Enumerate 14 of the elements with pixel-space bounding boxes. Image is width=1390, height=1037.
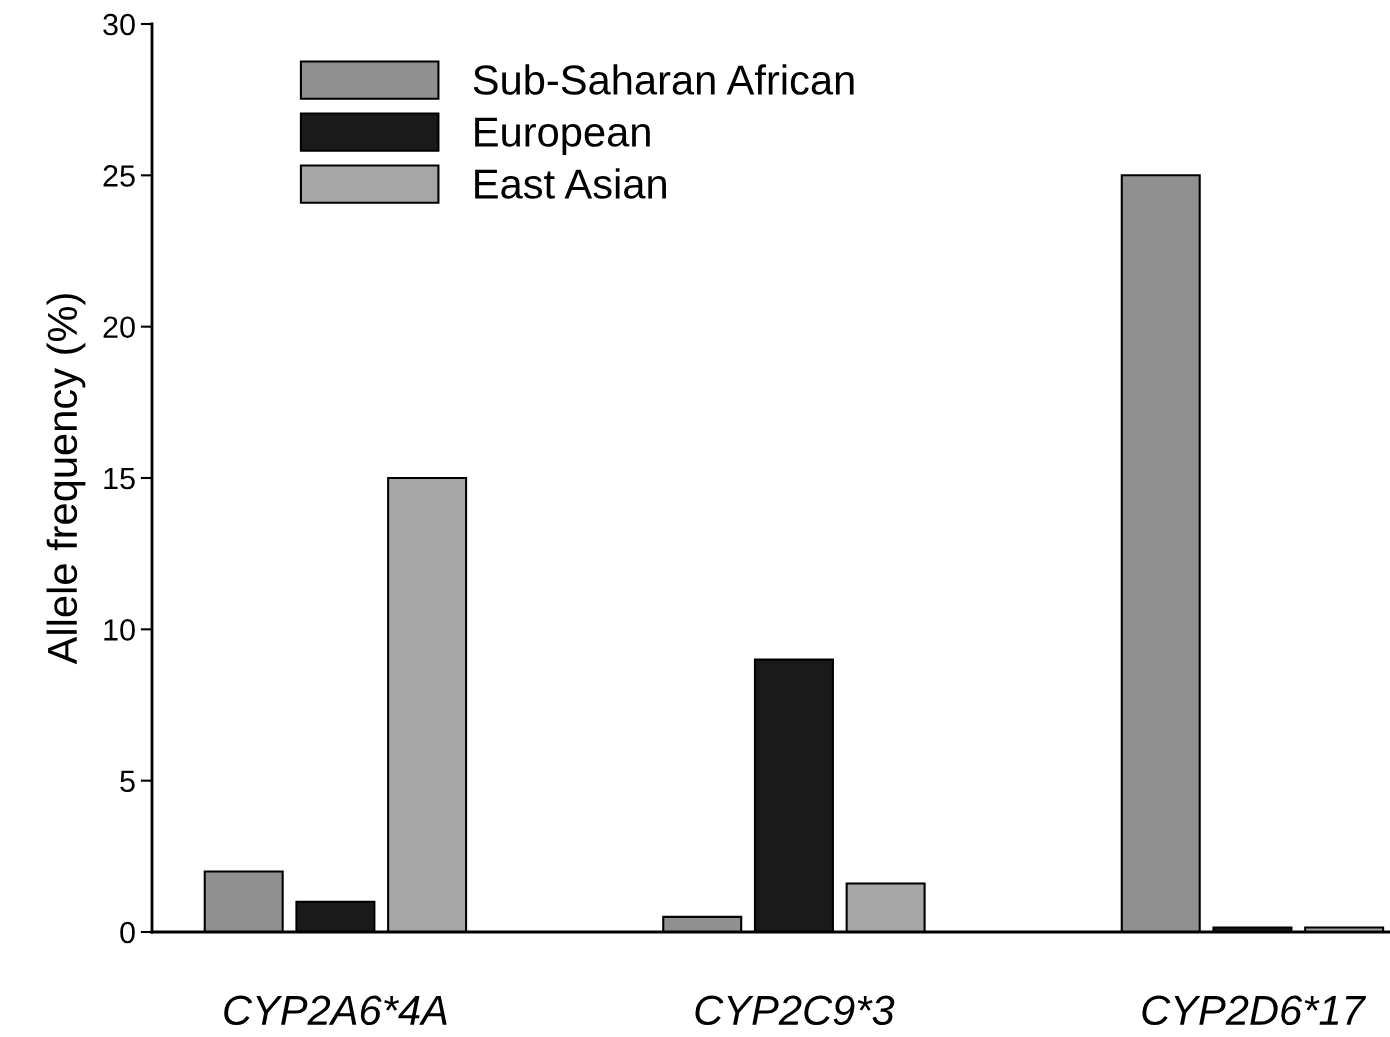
y-tick-label: 30	[103, 13, 135, 36]
y-tick-label: 10	[104, 619, 135, 641]
x-tick-label: CYP2C9*3	[695, 995, 895, 1026]
y-tick-label: 15	[104, 468, 135, 490]
y-tick-label: 25	[103, 165, 135, 187]
y-tick-label: 0	[120, 921, 135, 944]
y-axis-title: Allele frequency (%)	[46, 294, 86, 665]
legend-label: Sub-Saharan African	[473, 64, 854, 95]
x-tick-label: CYP2A6*4A	[224, 995, 447, 1026]
x-tick-label: CYP2D6*17	[1142, 995, 1367, 1026]
y-tick-label: 20	[103, 316, 135, 339]
legend-label: East Asian	[475, 168, 666, 199]
legend-label: European	[475, 117, 650, 156]
y-tick-label: 5	[120, 770, 135, 793]
